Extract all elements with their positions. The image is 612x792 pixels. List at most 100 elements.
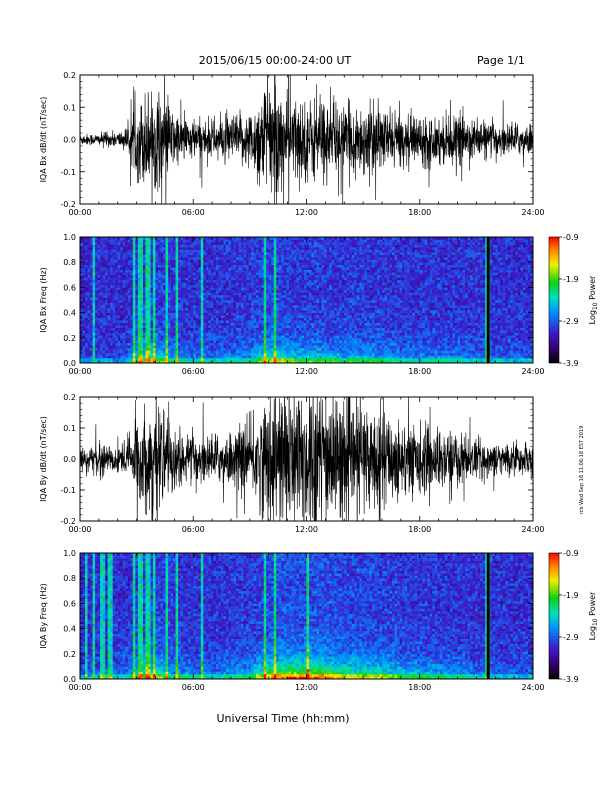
heat-cell (258, 254, 262, 258)
heat-cell (311, 310, 315, 313)
heat-cell (231, 325, 234, 329)
heat-cell (208, 274, 212, 278)
heat-cell (298, 355, 302, 359)
heat-cell (160, 242, 164, 245)
heat-cell (85, 267, 88, 271)
heat-cell (291, 300, 295, 303)
heat-cell (316, 289, 320, 293)
heat-cell (306, 340, 310, 344)
heat-cell (90, 307, 93, 311)
heat-cell (140, 279, 144, 283)
heat-cell (97, 284, 101, 288)
heat-cell (178, 330, 181, 334)
heat-cell (115, 345, 119, 349)
heat-cell (203, 315, 207, 318)
heat-cell (281, 247, 285, 250)
heat-cell (303, 305, 307, 308)
heat-cell (87, 325, 91, 329)
heat-cell (183, 355, 186, 359)
heat-cell (246, 262, 249, 266)
heat-cell (286, 239, 290, 243)
heat-cell (112, 257, 116, 260)
heat-cell (220, 279, 224, 283)
heat-cell (208, 322, 212, 326)
heat-cell (120, 300, 124, 303)
heat-cell (163, 239, 166, 243)
heat-cell (180, 249, 184, 253)
heat-cell (198, 320, 202, 323)
heat-cell (87, 317, 91, 321)
heat-cell (97, 320, 101, 323)
heat-cell (173, 350, 176, 354)
heat-cell (137, 254, 141, 258)
heat-cell (233, 342, 237, 346)
heat-cell (125, 289, 129, 293)
heat-cell (314, 294, 317, 298)
heat-cell (95, 239, 98, 243)
heat-cell (293, 242, 297, 245)
heat-cell (180, 259, 184, 263)
heat-cell (100, 317, 103, 321)
x-tick-label: 24:00 (521, 208, 544, 217)
heat-cell (293, 249, 297, 253)
heat-cell (293, 340, 297, 344)
heat-cell (110, 342, 114, 346)
heat-cell (105, 297, 108, 301)
heat-cell (261, 297, 265, 301)
heat-cell (105, 269, 108, 273)
heat-cell (286, 242, 290, 245)
heat-cell (100, 327, 103, 331)
heat-cell (210, 289, 214, 293)
heat-cell (243, 327, 247, 331)
heat-cell (248, 325, 252, 329)
heat-cell (261, 289, 265, 293)
heat-cell (95, 294, 98, 298)
heat-cell (248, 282, 252, 286)
heat-cell (102, 289, 106, 293)
heat-cell (205, 355, 209, 359)
heat-cell (301, 264, 305, 268)
heat-cell (301, 347, 305, 351)
heat-cell (243, 252, 247, 255)
heat-cell (183, 277, 186, 281)
heat-cell (203, 305, 207, 308)
heat-cell (198, 274, 202, 278)
heat-cell (188, 357, 192, 361)
heat-cell (127, 247, 131, 250)
heat-cell (210, 239, 214, 243)
heat-cell (319, 284, 322, 288)
heat-cell (225, 350, 229, 354)
heat-cell (87, 305, 91, 308)
heat-cell (271, 264, 275, 268)
heat-cell (256, 277, 259, 281)
heat-cell (95, 335, 98, 339)
heat-cell (281, 294, 285, 298)
heat-cell (309, 310, 312, 313)
heat-cell (205, 289, 209, 293)
heat-cell (246, 237, 249, 240)
heat-cell (183, 327, 186, 331)
heat-cell (233, 330, 237, 334)
heat-cell (127, 242, 131, 245)
heat-cell (296, 310, 300, 313)
heat-cell (316, 347, 320, 351)
heat-cell (306, 310, 310, 313)
heat-cell (286, 317, 290, 321)
heat-cell (223, 264, 227, 268)
heat-cell (303, 325, 307, 329)
heat-cell (311, 297, 315, 301)
heat-cell (314, 307, 317, 311)
heat-cell (286, 287, 290, 291)
heat-cell (160, 264, 164, 268)
heat-cell (263, 350, 267, 354)
heat-cell (80, 347, 83, 351)
heat-cell (243, 332, 247, 336)
heat-cell (241, 305, 244, 308)
heat-cell (319, 272, 322, 276)
heat-cell (296, 325, 300, 329)
heat-cell (291, 287, 295, 291)
heat-cell (296, 297, 300, 301)
heat-cell (190, 242, 194, 245)
heat-cell (281, 307, 285, 311)
heat-cell (303, 292, 307, 296)
